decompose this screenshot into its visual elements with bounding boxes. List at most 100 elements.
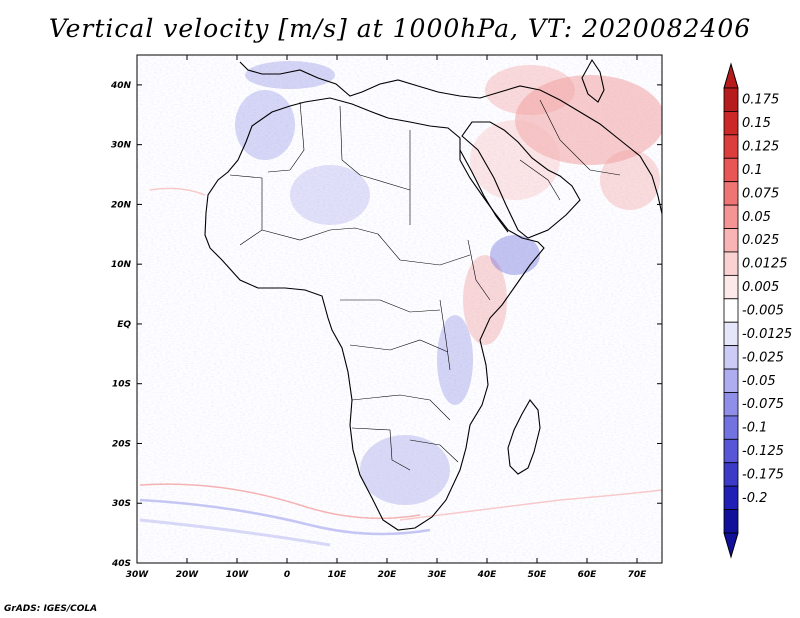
axis-labels: 30W 20W 10W 0 10E 20E 30E 40E 50E 60E 70E 40N 30N 20N… xyxy=(110,81,647,580)
colorbar-swatch xyxy=(723,181,739,206)
europe-coastline xyxy=(239,61,662,215)
map-title: Vertical velocity [m/s] at 1000hPa, VT: … xyxy=(48,14,752,43)
grads-credit: GrADS: IGES/COLA xyxy=(4,604,98,614)
background-noise xyxy=(137,55,662,563)
colorbar-label: -0.05 xyxy=(742,374,776,389)
colorbar-swatch xyxy=(723,368,739,393)
colorbar-top-arrow xyxy=(723,62,739,89)
colorbar-swatch xyxy=(723,462,739,487)
border-namibia xyxy=(351,427,411,471)
colorbar-label: -0.005 xyxy=(742,304,784,319)
border-great-lakes xyxy=(439,299,451,371)
colorbar-bottom-arrow xyxy=(723,532,739,559)
x-tick-label: 70E xyxy=(628,570,648,580)
border-angola xyxy=(351,394,451,421)
colorbar-label: 0.1 xyxy=(742,163,763,178)
colorbar-label: -0.075 xyxy=(742,397,784,412)
x-tick-label: 40E xyxy=(477,570,498,580)
turkey-red-region xyxy=(485,65,575,115)
colorbar-label: -0.1 xyxy=(742,421,767,436)
y-tick-label: 40S xyxy=(111,559,131,569)
y-tick-label: 40N xyxy=(110,81,132,91)
colorbar-swatch xyxy=(723,485,739,510)
horn-blue-region xyxy=(490,235,540,275)
colorbar-label: 0.0125 xyxy=(742,257,788,272)
pakistan-red-region xyxy=(600,150,660,210)
africa-coastline xyxy=(204,97,545,531)
colorbar-swatch xyxy=(723,251,739,276)
y-tick-label: 20S xyxy=(112,439,131,449)
europe-blue-region xyxy=(245,61,335,89)
colorbar-swatch xyxy=(723,228,739,253)
southern-ocean-streak-blue-2 xyxy=(139,518,331,547)
y-tick-label: 10S xyxy=(112,380,131,390)
colorbar-swatch xyxy=(723,111,739,136)
x-tick-label: 50E xyxy=(528,570,548,580)
y-tick-label: 30S xyxy=(112,499,131,509)
colorbar-swatch xyxy=(723,438,739,464)
southern-ocean-streak-blue xyxy=(139,498,431,536)
colorbar-label: 0.05 xyxy=(742,210,771,225)
x-tick-label: 10W xyxy=(226,570,250,580)
atlantic-streak-red xyxy=(149,187,206,196)
border-algeria-west xyxy=(267,101,305,173)
sahara-blue-region xyxy=(290,165,370,225)
border-zimbabwe xyxy=(409,439,459,463)
colorbar-swatch xyxy=(723,134,739,159)
x-tick-label: 30E xyxy=(428,570,448,580)
x-tick-label: 10E xyxy=(328,570,348,580)
y-tick-label: EQ xyxy=(117,320,131,330)
colorbar-label: -0.2 xyxy=(742,491,767,506)
south-africa-blue-region xyxy=(360,435,450,505)
country-borders xyxy=(229,99,621,471)
plot-area xyxy=(136,54,663,564)
northwest-africa-blue-region xyxy=(235,90,295,160)
y-tick-label: 10N xyxy=(111,260,132,270)
colorbar: 0.175 0.15 0.125 0.1 0.075 0.05 0.025 0.0125 0.0… xyxy=(723,62,792,559)
y-tick-label: 30N xyxy=(111,141,132,151)
caspian-coastline xyxy=(581,58,605,103)
colorbar-swatch xyxy=(723,392,739,417)
border-iran xyxy=(539,99,621,176)
border-libya-west xyxy=(339,105,411,191)
colorbar-label: 0.15 xyxy=(742,116,771,131)
arabia-red-region xyxy=(470,120,560,200)
colorbar-swatch xyxy=(723,274,739,300)
colorbar-swatch xyxy=(723,321,739,347)
colorbar-label: -0.125 xyxy=(742,444,784,459)
madagascar-coastline xyxy=(507,399,541,475)
colorbar-swatch xyxy=(723,157,739,183)
arabia-coastline xyxy=(461,121,581,239)
iran-red-region xyxy=(515,75,662,165)
indian-ocean-streak-red xyxy=(399,489,662,521)
border-sahel xyxy=(261,227,379,241)
x-tick-label: 30W xyxy=(126,570,150,580)
colorbar-label: 0.005 xyxy=(742,280,779,295)
colorbar-label: -0.175 xyxy=(742,467,784,482)
colorbar-label: -0.025 xyxy=(742,350,784,365)
colorbar-label: 0.025 xyxy=(742,233,779,248)
border-central xyxy=(340,299,441,313)
colorbar-swatch xyxy=(723,87,739,112)
rift-blue-region xyxy=(437,315,473,405)
colorbar-label: 0.075 xyxy=(742,186,779,201)
axis-ticks xyxy=(136,55,662,564)
east-africa-red-region xyxy=(463,255,507,345)
border-mauritania xyxy=(229,174,263,246)
x-tick-label: 20E xyxy=(378,570,398,580)
colorbar-label: 0.125 xyxy=(742,140,779,155)
border-chad-sudan xyxy=(377,233,471,266)
colorbar-swatch xyxy=(723,415,739,440)
x-tick-label: 20W xyxy=(176,570,200,580)
colorbar-swatch xyxy=(723,298,739,323)
x-tick-label: 60E xyxy=(578,570,598,580)
colorbar-swatch xyxy=(723,204,739,229)
plot-frame xyxy=(136,54,663,564)
border-saudi xyxy=(519,159,561,201)
colorbar-swatch xyxy=(723,345,739,370)
colorbar-swatch xyxy=(723,509,739,534)
colorbar-label: 0.175 xyxy=(742,93,779,108)
y-tick-label: 20N xyxy=(111,200,132,210)
border-ethiopia xyxy=(467,239,491,301)
